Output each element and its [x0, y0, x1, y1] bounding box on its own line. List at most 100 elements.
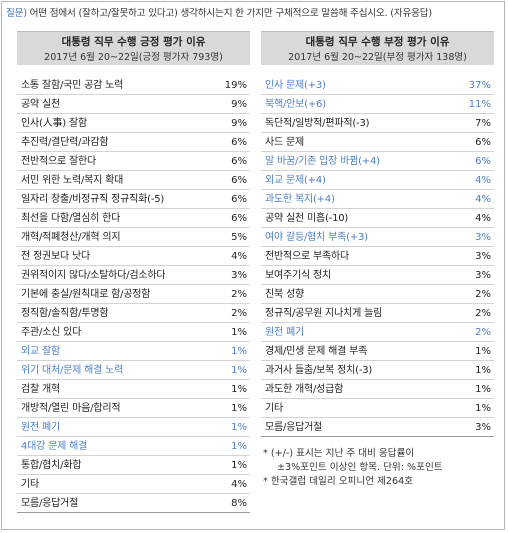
footnote-change: * (+/-) 표시는 지난 주 대비 응답률이	[263, 448, 415, 459]
reason-label: 여야 갈등/협치 부족(+3)	[265, 231, 368, 243]
table-row: 통합/협치/화합 1%	[17, 456, 250, 475]
reason-label: 공약 실천	[21, 98, 60, 110]
reason-percent: 6%	[475, 136, 491, 148]
positive-reasons-panel: 대통령 직무 수행 긍정 평가 이유 2017년 6월 20~22일(긍정 평가…	[17, 31, 250, 513]
table-row: 독단적/일방적/편파적(-3) 7%	[261, 114, 494, 133]
table-row: 보여주기식 정치 3%	[261, 266, 494, 285]
table-row: 인사(人事) 잘함 9%	[17, 114, 250, 133]
table-row: 원전 폐기 2%	[261, 323, 494, 342]
reason-percent: 1%	[231, 364, 247, 376]
table-row: 서민 위한 노력/복지 확대 6%	[17, 171, 250, 190]
reason-label: 검찰 개혁	[21, 383, 60, 395]
table-row: 원전 폐기 1%	[17, 418, 250, 437]
reason-label: 인사 문제(+3)	[265, 79, 326, 91]
reason-percent: 37%	[468, 79, 491, 91]
reason-percent: 3%	[475, 231, 491, 243]
reason-percent: 2%	[231, 288, 247, 300]
table-row: 주관/소신 있다 1%	[17, 323, 250, 342]
survey-question: 질문) 어떤 점에서 (잘하고/잘못하고 있다고) 생각하시는지 한 가지만 구…	[6, 7, 506, 21]
negative-panel-title: 대통령 직무 수행 부정 평가 이유	[305, 36, 450, 48]
reason-percent: 1%	[475, 345, 491, 357]
table-row: 전반적으로 잘한다 6%	[17, 152, 250, 171]
reason-percent: 3%	[475, 250, 491, 262]
reason-label: 모름/응답거절	[21, 497, 79, 509]
reason-percent: 1%	[231, 440, 247, 452]
table-row: 과거사 들춤/보복 정치(-3) 1%	[261, 361, 494, 380]
positive-panel-title: 대통령 직무 수행 긍정 평가 이유	[61, 36, 206, 48]
reason-label: 정규직/공무원 지나치게 늘림	[265, 307, 383, 319]
reason-label: 통합/협치/화합	[21, 459, 82, 471]
reason-label: 경제/민생 문제 해결 부족	[265, 345, 368, 357]
reason-label: 과도한 개혁/성급함	[265, 383, 344, 395]
reason-label: 과도한 복지(+4)	[265, 193, 335, 205]
table-row: 사드 문제 6%	[261, 133, 494, 152]
reason-label: 원전 폐기	[265, 326, 304, 338]
positive-reasons-list: 소통 잘함/국민 공감 노력 19% 공약 실천 9% 인사(人事) 잘함 9% 추진력/결…	[17, 76, 250, 513]
reason-percent: 7%	[475, 117, 491, 129]
reason-percent: 2%	[231, 307, 247, 319]
reason-label: 전 정권보다 낫다	[21, 250, 90, 262]
reason-label: 보여주기식 정치	[265, 269, 331, 281]
reason-percent: 9%	[231, 98, 247, 110]
reason-percent: 4%	[475, 193, 491, 205]
reason-label: 말 바꿈/기존 입장 바뀜(+4)	[265, 155, 380, 167]
table-row: 인사 문제(+3) 37%	[261, 76, 494, 95]
reason-label: 개혁/적폐청산/개혁 의지	[21, 231, 121, 243]
reason-percent: 6%	[231, 193, 247, 205]
footnote-change-cont: ±3%포인트 이상인 항목. 단위: %포인트	[277, 462, 443, 473]
reason-percent: 3%	[475, 269, 491, 281]
reason-percent: 1%	[231, 383, 247, 395]
table-row: 공약 실천 9%	[17, 95, 250, 114]
reason-percent: 6%	[231, 136, 247, 148]
table-row: 위기 대처/문제 해결 노력 1%	[17, 361, 250, 380]
table-row: 전반적으로 부족하다 3%	[261, 247, 494, 266]
reason-percent: 1%	[231, 421, 247, 433]
reason-percent: 2%	[475, 288, 491, 300]
reason-label: 정직함/솔직함/투명함	[21, 307, 109, 319]
reason-percent: 2%	[475, 326, 491, 338]
reason-label: 일자리 창출/비정규직 정규직화(-5)	[21, 193, 165, 205]
table-row: 기본에 충실/원칙대로 함/공정함 2%	[17, 285, 250, 304]
reason-label: 원전 폐기	[21, 421, 60, 433]
positive-panel-subtitle: 2017년 6월 20~22일(긍정 평가자 793명)	[44, 52, 223, 63]
table-row: 기타 4%	[17, 475, 250, 494]
negative-reasons-list: 인사 문제(+3) 37% 북핵/안보(+6) 11% 독단적/일방적/편파적(-3) 7…	[261, 76, 494, 437]
table-row: 개혁/적폐청산/개혁 의지 5%	[17, 228, 250, 247]
footnotes: * (+/-) 표시는 지난 주 대비 응답률이 ±3%포인트 이상인 항목. …	[261, 447, 494, 489]
table-row: 일자리 창출/비정규직 정규직화(-5) 6%	[17, 190, 250, 209]
footnote-source: * 한국갤럽 데일리 오피니언 제264호	[263, 476, 414, 487]
table-row: 최선을 다함/열심히 한다 6%	[17, 209, 250, 228]
reason-percent: 1%	[231, 402, 247, 414]
reason-label: 공약 실천 미흡(-10)	[265, 212, 349, 224]
table-row: 경제/민생 문제 해결 부족 1%	[261, 342, 494, 361]
reason-percent: 4%	[475, 212, 491, 224]
reason-label: 모름/응답거절	[265, 421, 323, 433]
reason-label: 권위적이지 않다/소탈하다/검소하다	[21, 269, 166, 281]
reason-percent: 4%	[231, 478, 247, 490]
reason-percent: 5%	[231, 231, 247, 243]
table-row: 정직함/솔직함/투명함 2%	[17, 304, 250, 323]
table-row: 과도한 개혁/성급함 1%	[261, 380, 494, 399]
reason-label: 독단적/일방적/편파적(-3)	[265, 117, 370, 129]
reason-label: 친북 성향	[265, 288, 304, 300]
question-text: 어떤 점에서 (잘하고/잘못하고 있다고) 생각하시는지 한 가지만 구체적으로…	[26, 8, 432, 19]
reason-label: 외교 잘함	[21, 345, 60, 357]
reason-percent: 3%	[231, 269, 247, 281]
negative-panel-header: 대통령 직무 수행 부정 평가 이유 2017년 6월 20~22일(부정 평가…	[261, 31, 494, 65]
reason-percent: 1%	[475, 402, 491, 414]
reason-percent: 1%	[475, 383, 491, 395]
table-row: 외교 잘함 1%	[17, 342, 250, 361]
table-row: 친북 성향 2%	[261, 285, 494, 304]
table-row: 외교 문제(+4) 4%	[261, 171, 494, 190]
table-row: 기타 1%	[261, 399, 494, 418]
table-row: 말 바꿈/기존 입장 바뀜(+4) 6%	[261, 152, 494, 171]
table-row: 권위적이지 않다/소탈하다/검소하다 3%	[17, 266, 250, 285]
table-row: 전 정권보다 낫다 4%	[17, 247, 250, 266]
reason-percent: 1%	[475, 364, 491, 376]
table-row: 여야 갈등/협치 부족(+3) 3%	[261, 228, 494, 247]
reason-percent: 6%	[475, 155, 491, 167]
reason-percent: 11%	[468, 98, 491, 110]
reason-percent: 2%	[475, 307, 491, 319]
reason-percent: 4%	[475, 174, 491, 186]
